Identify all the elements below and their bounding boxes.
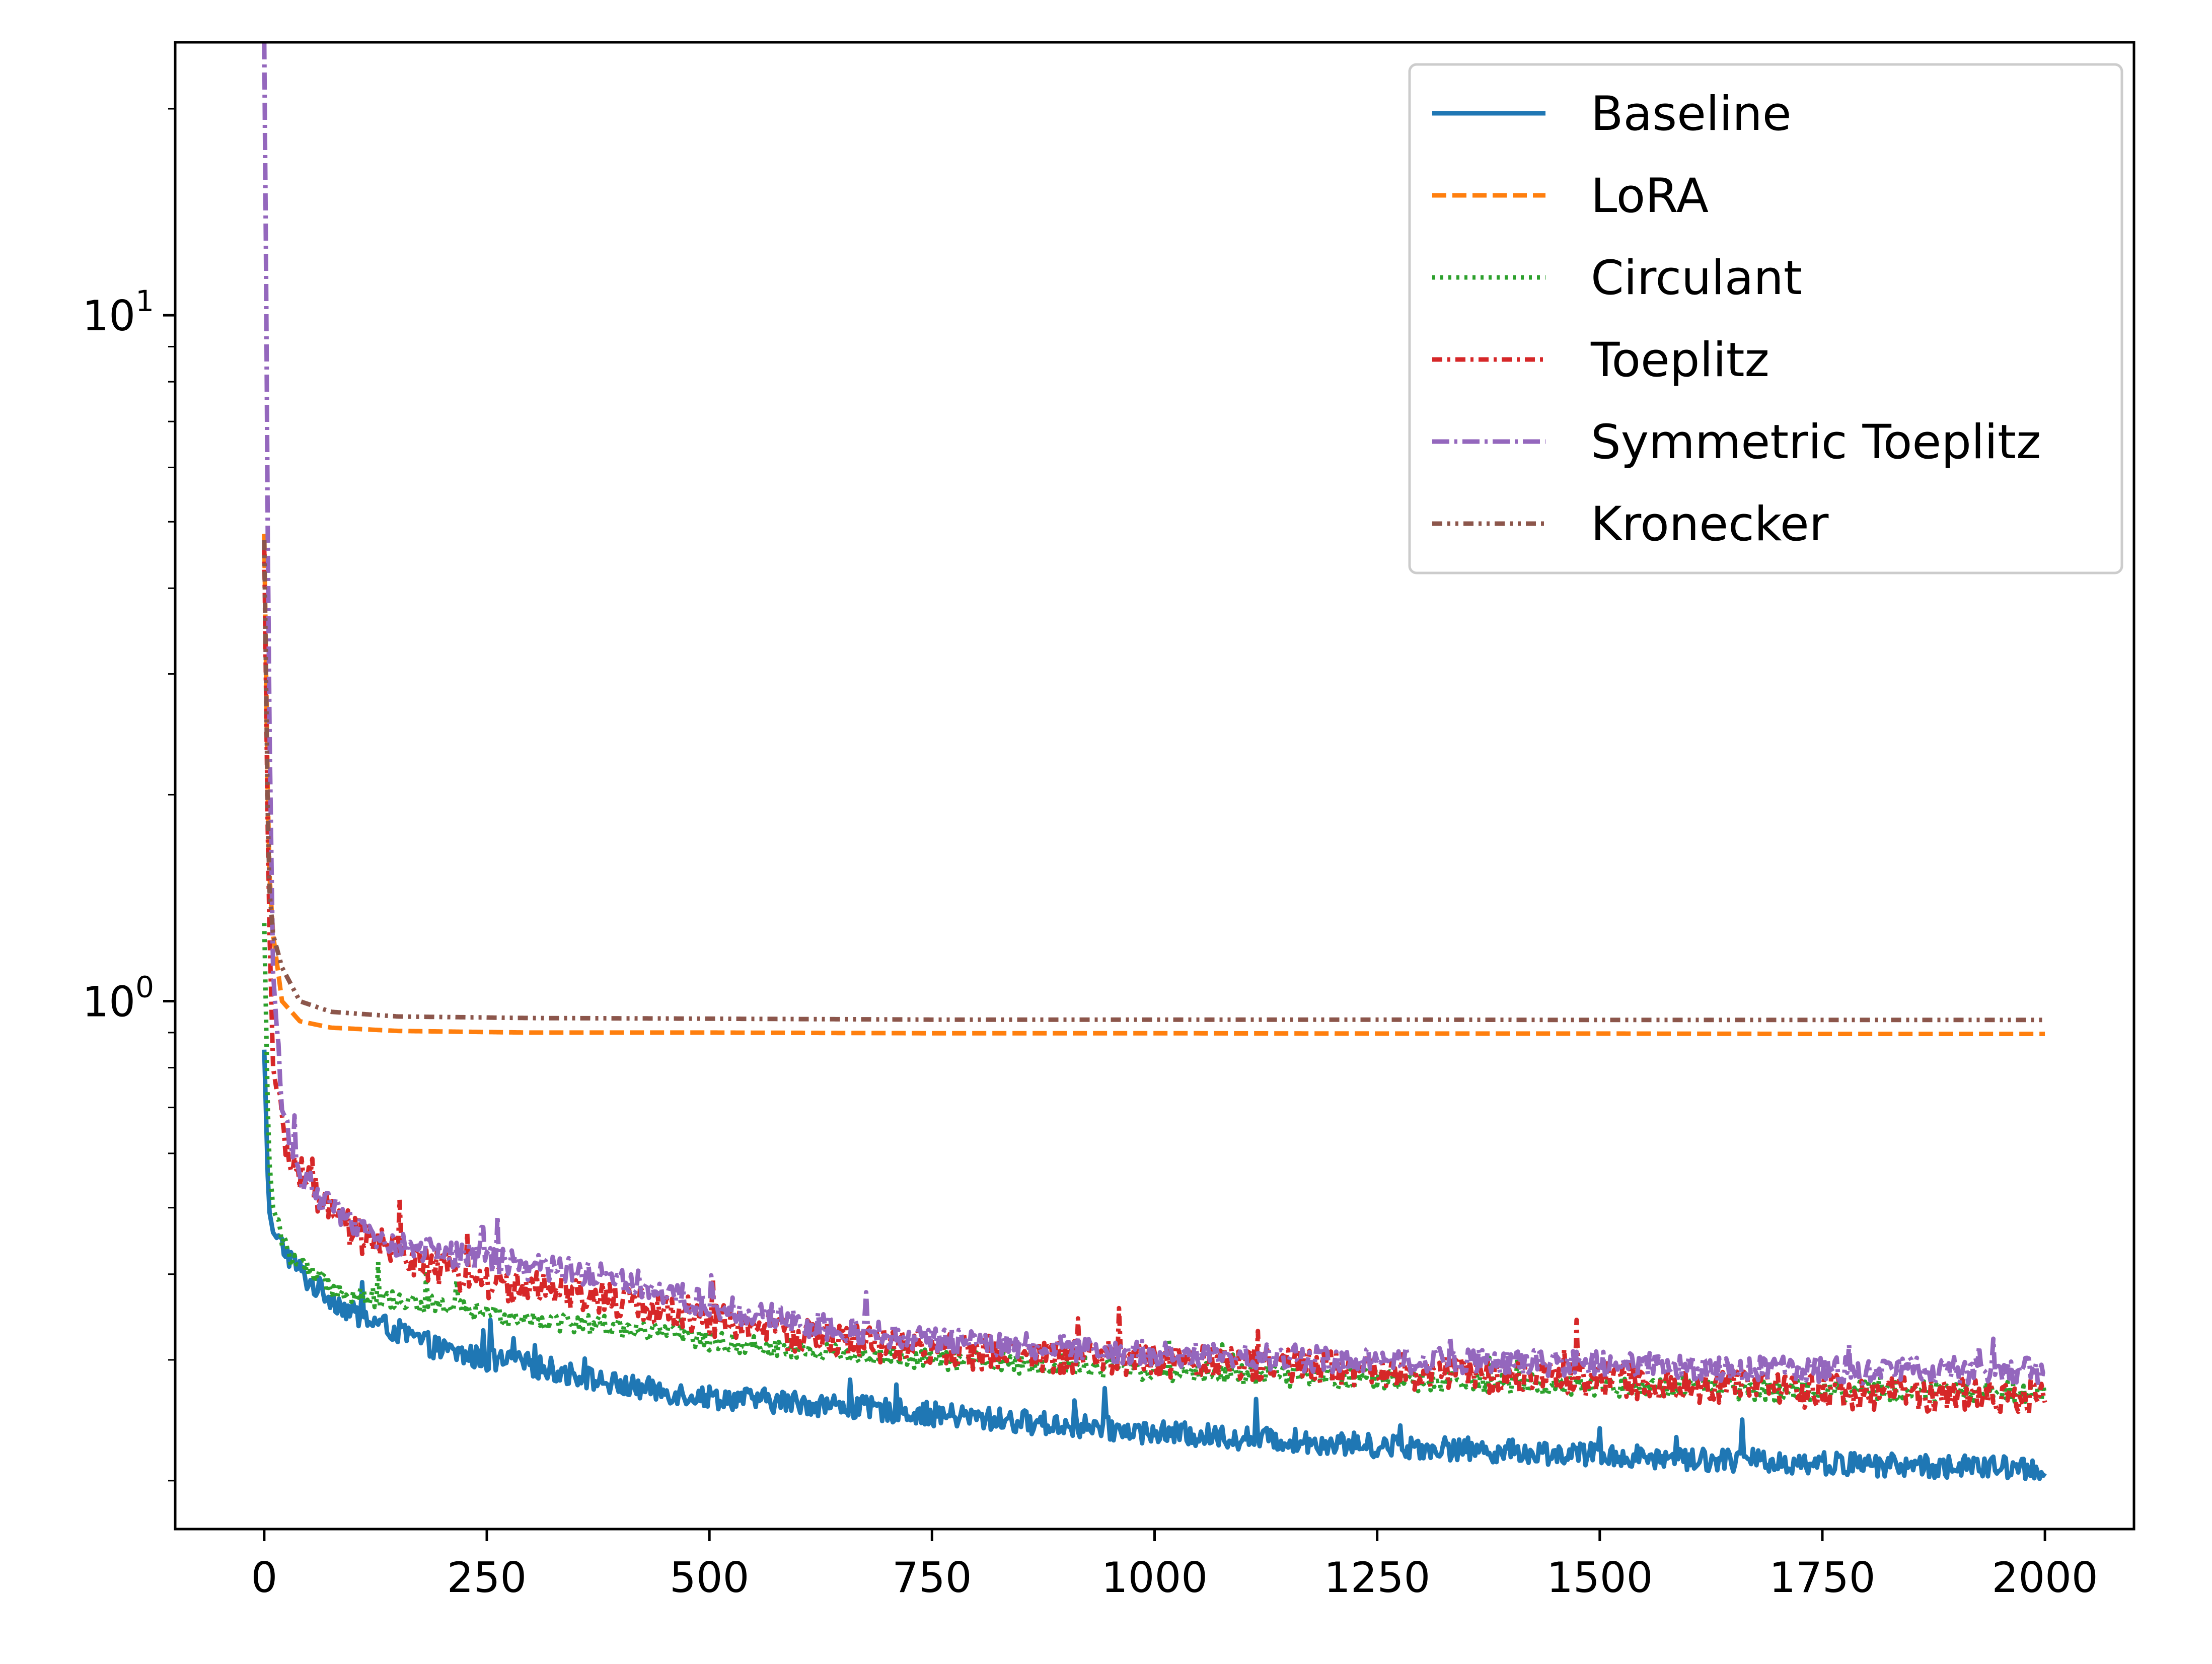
legend-label: Symmetric Toeplitz (1591, 415, 2041, 470)
plot-lines (262, 42, 2047, 1481)
x-tick-label: 0 (251, 1553, 277, 1602)
series-line-baseline (262, 1049, 2047, 1481)
legend-label: Baseline (1591, 87, 1792, 141)
series-line-lora (262, 534, 2046, 1036)
legend-label: Toeplitz (1590, 333, 1769, 388)
y-axis: 100 101 (82, 108, 175, 1482)
x-tick-label: 250 (447, 1553, 527, 1602)
x-tick-label: 1750 (1769, 1553, 1875, 1602)
x-tick-label: 500 (670, 1553, 749, 1602)
legend: Baseline LoRA Circulant Toeplitz Symmetric T… (1408, 63, 2123, 574)
x-tick-label: 1250 (1324, 1553, 1430, 1602)
y-tick-label: 100 (82, 970, 154, 1027)
legend-box (1408, 63, 2123, 574)
legend-label: LoRA (1591, 169, 1709, 224)
x-tick-label: 1500 (1546, 1553, 1653, 1602)
series-line-symmetric-toeplitz (262, 42, 2046, 1386)
x-tick-label: 2000 (1992, 1553, 2098, 1602)
y-tick-label: 101 (82, 284, 154, 340)
legend-label: Circulant (1591, 251, 1802, 306)
x-tick-label: 1000 (1101, 1553, 1208, 1602)
legend-label: Kronecker (1591, 497, 1829, 552)
x-tick-label: 750 (892, 1553, 972, 1602)
x-axis: 0 250 500 750 1000 1250 1500 1750 2000 (251, 1529, 2098, 1602)
